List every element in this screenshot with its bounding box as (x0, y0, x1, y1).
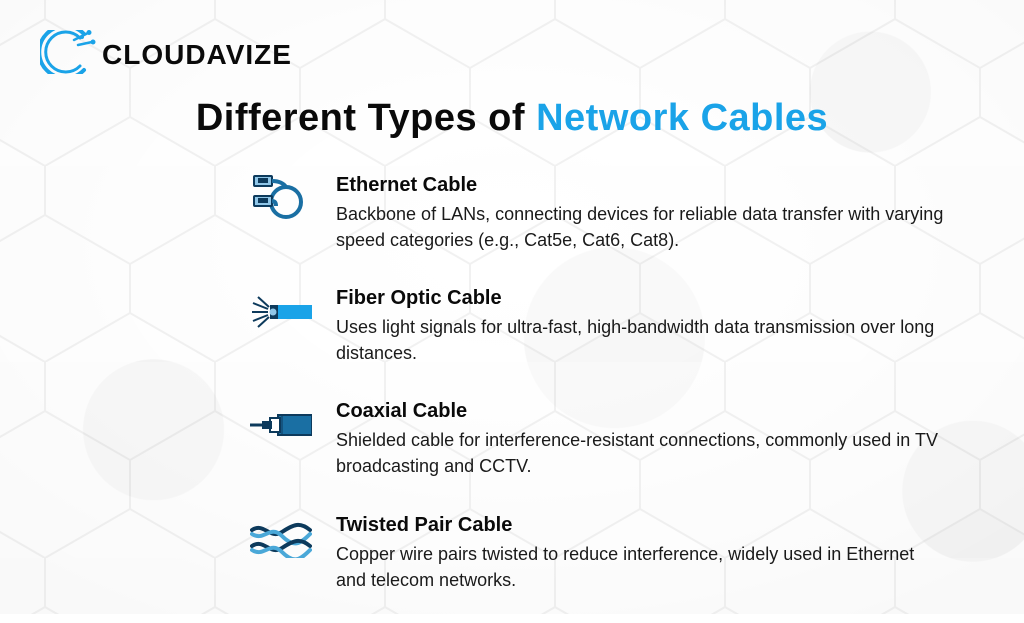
list-item: Fiber Optic Cable Uses light signals for… (250, 287, 944, 366)
twisted-pair-icon (250, 514, 312, 564)
item-title: Ethernet Cable (336, 174, 944, 197)
ethernet-cable-icon (250, 174, 312, 224)
item-title: Fiber Optic Cable (336, 287, 944, 310)
item-title: Coaxial Cable (336, 400, 944, 423)
item-title: Twisted Pair Cable (336, 514, 944, 537)
cable-types-list: Ethernet Cable Backbone of LANs, connect… (250, 174, 944, 593)
brand-logo: CLOUDAVIZE (40, 30, 984, 79)
list-item: Ethernet Cable Backbone of LANs, connect… (250, 174, 944, 253)
coaxial-cable-icon (250, 400, 312, 450)
item-desc: Backbone of LANs, connecting devices for… (336, 201, 944, 253)
list-item: Twisted Pair Cable Copper wire pairs twi… (250, 514, 944, 593)
item-desc: Uses light signals for ultra-fast, high-… (336, 314, 944, 366)
brand-name: CLOUDAVIZE (102, 39, 292, 71)
item-desc: Copper wire pairs twisted to reduce inte… (336, 541, 944, 593)
cloudavize-logo-icon (40, 30, 96, 79)
page-title: Different Types of Network Cables (40, 97, 984, 140)
item-desc: Shielded cable for interference-resistan… (336, 427, 944, 479)
title-prefix: Different Types of (196, 97, 536, 139)
fiber-optic-icon (250, 287, 312, 337)
title-accent: Network Cables (536, 97, 828, 139)
list-item: Coaxial Cable Shielded cable for interfe… (250, 400, 944, 479)
